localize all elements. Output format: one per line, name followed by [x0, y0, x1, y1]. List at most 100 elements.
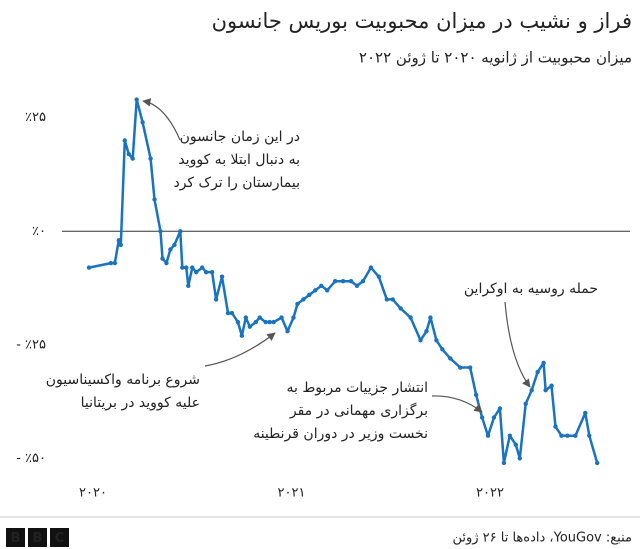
point — [86, 265, 92, 270]
point — [368, 265, 374, 270]
point — [549, 383, 554, 388]
point — [108, 260, 114, 266]
point — [134, 97, 139, 102]
point — [168, 247, 173, 252]
y-tick-label: ٪۰ — [32, 224, 46, 239]
annotation: شروع برنامه واکسیناسیون — [46, 372, 200, 388]
point — [501, 460, 507, 466]
point — [307, 292, 312, 298]
point — [573, 433, 578, 438]
annotation-arrow — [504, 301, 531, 388]
point — [473, 392, 479, 397]
point — [172, 242, 177, 248]
y-tick-label: ٪۲۵ — [25, 110, 46, 125]
point — [583, 410, 588, 416]
point — [194, 269, 199, 275]
chart-title: فراز و نشیب در میزان محبوبیت بوریس جانسو… — [212, 9, 632, 33]
point — [390, 297, 395, 302]
x-tick-label: ۲۰۲۰ — [79, 486, 107, 501]
point — [434, 338, 439, 343]
point — [325, 288, 330, 293]
point — [263, 319, 268, 325]
annotation: به دنبال ابتلا به کووید — [178, 152, 300, 168]
logo-box — [50, 528, 69, 547]
logo-box — [6, 528, 25, 547]
point — [199, 265, 205, 270]
point — [523, 401, 528, 407]
point — [529, 388, 534, 393]
point — [285, 328, 290, 334]
chart-subtitle: میزان محبوبیت از ژانویه ۲۰۲۰ تا ژوئن ۲۰۲… — [359, 49, 632, 67]
point — [543, 388, 548, 393]
point — [594, 460, 600, 466]
point — [535, 369, 540, 375]
point — [247, 324, 253, 329]
point — [517, 456, 522, 461]
y-tick-label: - ٪۲۵ — [16, 337, 46, 352]
point — [428, 315, 433, 320]
logo-letter: C — [55, 531, 65, 546]
point — [587, 433, 592, 438]
point — [313, 288, 318, 293]
x-tick-label: ۲۰۲۱ — [278, 486, 306, 501]
point — [253, 319, 258, 325]
point — [467, 365, 473, 370]
point — [360, 279, 366, 284]
point — [225, 310, 231, 316]
point — [398, 306, 403, 311]
point — [257, 315, 262, 320]
point — [291, 315, 296, 320]
point — [267, 319, 272, 325]
point — [440, 347, 445, 352]
point — [497, 406, 503, 411]
annotation: حمله روسیه به اوکراین — [464, 281, 598, 297]
point — [507, 433, 513, 438]
point — [491, 415, 497, 420]
point — [126, 151, 131, 157]
annotation: بیمارستان را ترک کرد — [173, 175, 300, 191]
point — [340, 279, 346, 284]
point — [118, 242, 123, 248]
point — [239, 333, 245, 338]
point — [513, 442, 519, 447]
point — [354, 283, 360, 288]
point — [229, 310, 235, 316]
annotation: علیه کووید در بریتانیا — [81, 395, 200, 411]
point — [479, 415, 485, 420]
point — [418, 338, 423, 343]
point — [178, 229, 183, 234]
point — [190, 265, 195, 270]
point — [458, 365, 463, 370]
point — [116, 238, 122, 243]
y-tick-label: - ٪۵۰ — [16, 451, 46, 466]
source: منبع: YouGov، داده‌ها تا ۲۶ ژوئن — [452, 531, 632, 546]
point — [235, 319, 241, 325]
annotation: برگزاری مهمانی در مقر — [289, 402, 428, 419]
logo-box — [28, 528, 47, 547]
point — [140, 120, 145, 125]
annotation: نخست وزیر در دوران قرنطینه — [253, 426, 428, 442]
point — [148, 156, 153, 161]
point — [158, 229, 163, 234]
annotation-arrow — [431, 395, 483, 413]
point — [122, 138, 127, 143]
logo-letter: B — [11, 531, 21, 546]
annotation-arrow — [142, 98, 181, 141]
point — [164, 260, 169, 266]
point — [203, 269, 209, 275]
point — [219, 274, 225, 279]
point — [130, 156, 135, 161]
point — [209, 269, 215, 275]
point — [384, 297, 389, 302]
point — [279, 315, 284, 320]
point — [559, 433, 564, 438]
point — [295, 301, 300, 307]
annotation: در این زمان جانسون — [180, 129, 300, 145]
point — [541, 360, 546, 366]
point — [160, 256, 165, 261]
point — [184, 265, 189, 270]
point — [332, 279, 338, 284]
point — [243, 315, 249, 320]
annotation-arrow — [204, 332, 276, 367]
